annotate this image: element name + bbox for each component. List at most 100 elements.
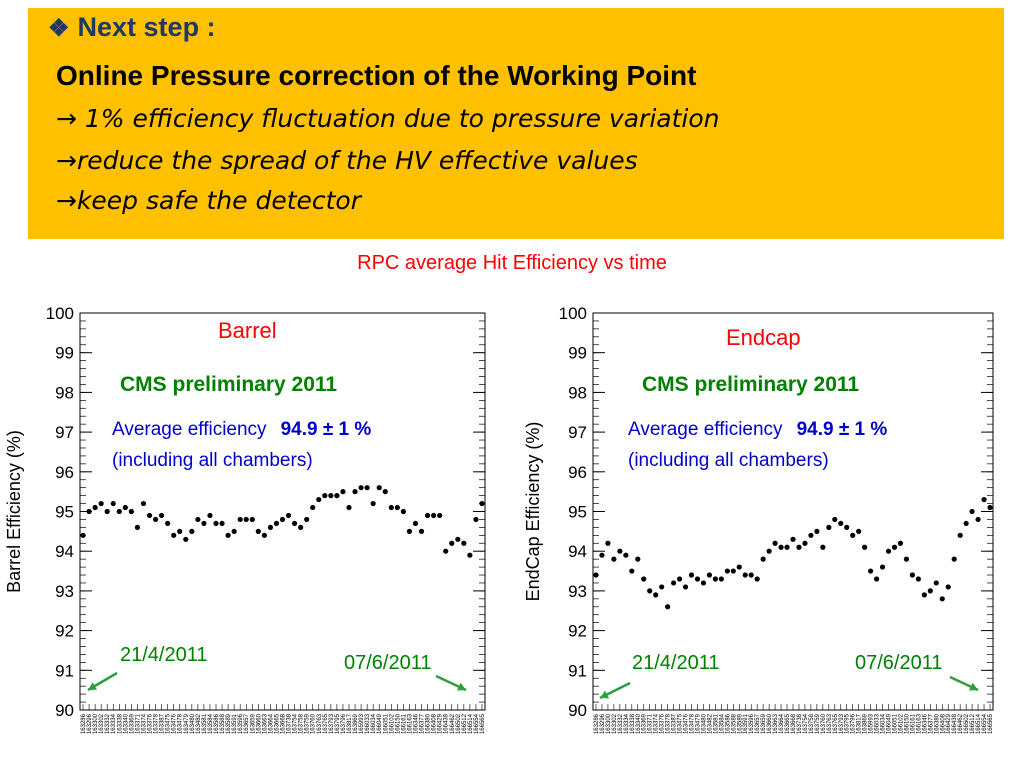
barrel-xtick-label: 166346 [413,713,419,734]
barrel-xtick-label: 163581 [202,713,208,734]
endcap-xtick-label: 166554 [982,713,988,734]
endcap-data-point [676,576,683,582]
endcap-data-point [635,556,641,562]
barrel-data-point [267,524,274,530]
endcap-xtick-label: 163334 [624,713,630,734]
barrel-data-point [316,496,322,503]
endcap-data-point [784,544,790,550]
barrel-data-point [165,520,171,527]
endcap-data-point [611,556,617,562]
barrel-xtick-label: 163738 [287,713,293,734]
barrel-xtick-label: 163659 [250,713,256,734]
barrel-data-point [110,500,116,507]
endcap-xtick-label: 166346 [922,713,928,734]
barrel-xtick-label: 166163 [407,713,413,734]
barrel-xtick-label: 163588 [220,713,226,734]
barrel-data-point [328,493,334,499]
endcap-xtick-label: 166377 [928,713,934,734]
endcap-data-point [605,540,611,546]
endcap-xtick-label: 163759 [815,713,821,734]
barrel-cms-label: CMS preliminary 2011 [120,373,338,396]
endcap-average: Average efficiency 94.9 ± 1 % (including … [628,414,887,476]
endcap-ytick-label: 92 [568,622,587,641]
endcap-xtick-label: 163738 [797,713,803,734]
endcap-xtick-label: 163478 [690,713,696,734]
barrel-xtick-label: 163765 [323,713,329,734]
barrel-xtick-label: 163668 [281,713,287,734]
endcap-xtick-label: 163286 [594,713,600,734]
endcap-data-point [832,516,838,523]
barrel-average-label: Average efficiency [112,419,267,440]
barrel-data-point [195,516,201,523]
barrel-data-point [376,485,382,491]
barrel-xtick-label: 163371 [135,713,141,734]
endcap-xtick-label: 166512 [970,713,976,734]
endcap-data-point [665,604,671,610]
endcap-xtick-label: 163586 [725,713,731,734]
endcap-end-date: 07/6/2011 [855,652,943,674]
endcap-ytick-label: 97 [568,423,587,442]
barrel-data-point [431,512,437,519]
barrel-xtick-label: 163338 [117,713,123,734]
barrel-arrow-head-0 [88,682,97,690]
endcap-data-point [712,576,718,582]
endcap-data-point [921,592,927,598]
barrel-including-note: (including all chambers) [112,450,313,471]
endcap-xtick-label: 163369 [642,713,648,734]
barrel-data-point [219,520,225,527]
barrel-xtick-label: 163286 [81,713,87,734]
barrel-data-point [183,536,189,542]
barrel-start-date: 21/4/2011 [120,644,208,666]
next-step-heading: ❖ Next step : [48,12,216,43]
heading-text: Next step : [77,12,216,42]
barrel-data-point [298,524,304,530]
barrel-xtick-label: 163479 [184,713,190,734]
barrel-data-point [406,528,413,534]
barrel-xtick-label: 166429 [438,713,444,734]
endcap-xtick-label: 163300 [606,713,612,734]
barrel-xtick-label: 166554 [474,713,480,734]
barrel-data-point [243,516,249,523]
barrel-data-point [340,489,346,495]
endcap-ytick-label: 96 [568,463,587,482]
endcap-arrow-head-1 [969,682,978,691]
barrel-ytick-label: 97 [55,423,74,442]
endcap-xtick-label: 163760 [821,713,827,734]
endcap-data-point [772,540,778,546]
endcap-data-point [862,544,868,550]
barrel-xtick-label: 166512 [462,713,468,734]
endcap-xtick-label: 163378 [666,713,672,734]
endcap-data-point [641,576,647,582]
endcap-xtick-label: 166408 [940,713,946,734]
barrel-data-point [255,528,261,534]
barrel-data-point [80,532,86,538]
barrel-ytick-label: 93 [55,582,74,601]
barrel-ytick-label: 98 [55,383,74,402]
endcap-data-point [688,572,695,578]
endcap-data-point [838,520,844,527]
endcap-data-point [879,564,886,570]
endcap-data-point [682,584,689,590]
endcap-data-point [963,520,969,527]
endcap-data-point [856,528,862,534]
barrel-data-point [213,520,219,527]
barrel-data-point [291,520,298,527]
barrel-data-point [177,528,183,534]
endcap-xtick-label: 166163 [916,713,922,734]
endcap-xtick-label: 163660 [767,713,773,734]
endcap-data-point [706,572,713,578]
barrel-xtick-label: 163476 [172,713,178,734]
barrel-data-point [152,516,159,523]
endcap-xtick-label: 163657 [755,713,761,734]
endcap-xtick-label: 166514 [976,713,982,734]
barrel-data-point [231,528,237,534]
barrel-data-point [473,516,479,523]
endcap-xtick-label: 166049 [887,713,893,734]
endcap-xtick-label: 166462 [958,713,964,734]
barrel-xtick-label: 163475 [166,713,172,734]
endcap-data-point [629,568,635,574]
barrel-xtick-label: 163665 [274,713,280,734]
endcap-xtick-label: 163664 [779,713,785,734]
endcap-xtick-label: 165993 [869,713,875,734]
barrel-data-point [412,520,419,527]
